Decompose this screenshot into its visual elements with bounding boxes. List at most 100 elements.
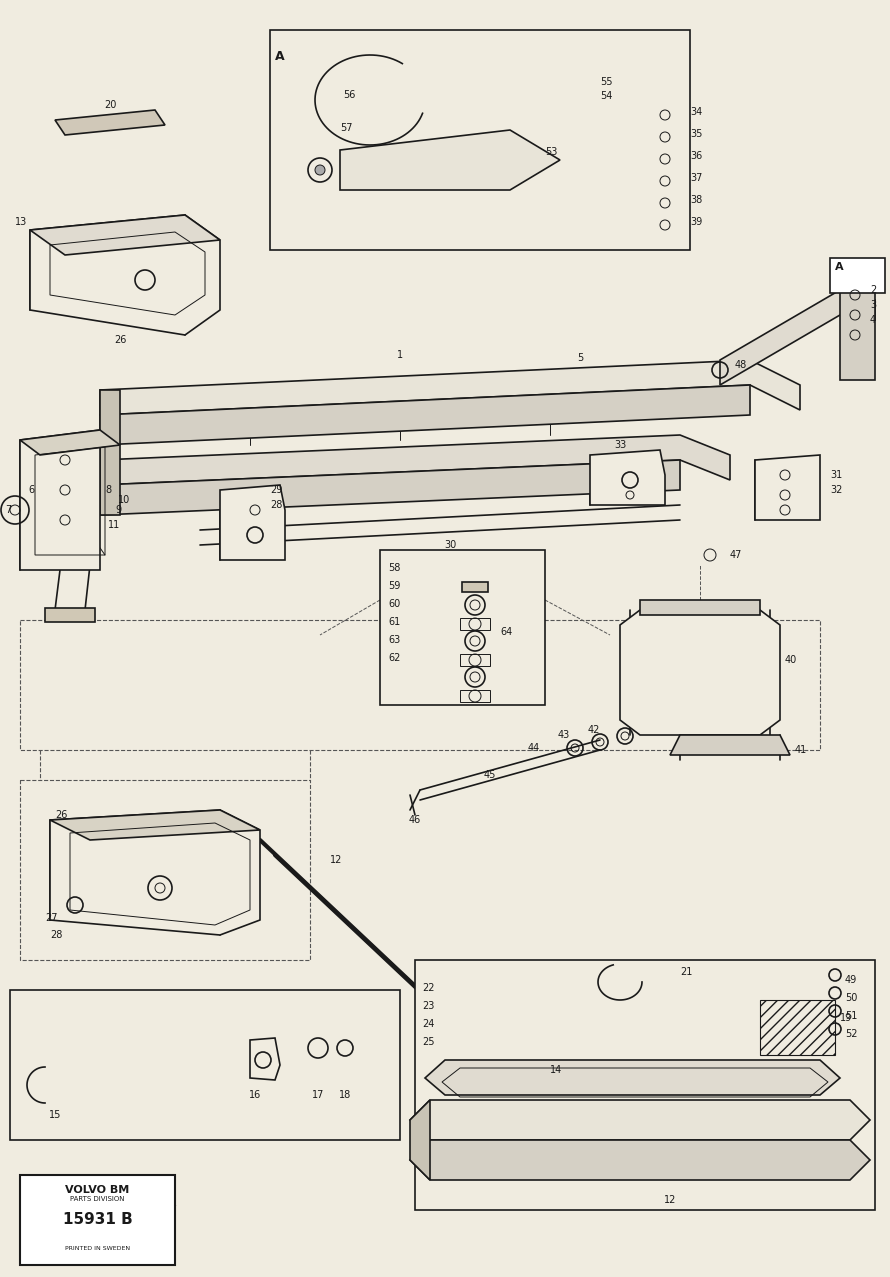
Text: 6: 6: [28, 485, 34, 495]
Polygon shape: [425, 1060, 840, 1094]
Text: 11: 11: [108, 520, 120, 530]
Text: 41: 41: [795, 744, 807, 755]
Text: 23: 23: [423, 1001, 435, 1011]
Polygon shape: [840, 266, 875, 381]
Text: 13: 13: [15, 217, 28, 227]
Text: PARTS DIVISION: PARTS DIVISION: [70, 1197, 125, 1202]
Text: 32: 32: [830, 485, 842, 495]
Polygon shape: [30, 215, 220, 335]
Text: PRINTED IN SWEDEN: PRINTED IN SWEDEN: [65, 1246, 130, 1251]
Polygon shape: [55, 110, 165, 135]
Polygon shape: [640, 600, 760, 616]
Text: 38: 38: [690, 195, 702, 206]
Text: 3: 3: [870, 300, 876, 310]
Polygon shape: [45, 608, 95, 622]
Text: 52: 52: [845, 1029, 857, 1039]
Polygon shape: [590, 450, 665, 504]
Text: 28: 28: [270, 501, 282, 510]
Text: 40: 40: [785, 655, 797, 665]
Polygon shape: [755, 455, 820, 520]
Polygon shape: [720, 290, 875, 384]
Polygon shape: [50, 810, 260, 935]
Text: 44: 44: [528, 743, 540, 753]
Text: 28: 28: [50, 930, 62, 940]
Text: 45: 45: [484, 770, 497, 780]
Polygon shape: [100, 384, 750, 444]
Text: 15931 B: 15931 B: [62, 1212, 133, 1226]
Text: A: A: [835, 262, 844, 272]
Text: 57: 57: [340, 123, 352, 133]
Bar: [415, 960, 875, 1211]
Text: 16: 16: [249, 1091, 261, 1099]
Polygon shape: [220, 485, 285, 561]
Bar: [830, 258, 885, 292]
Text: 19: 19: [840, 1013, 853, 1023]
Text: 62: 62: [388, 653, 401, 663]
Text: 12: 12: [664, 1195, 676, 1205]
Polygon shape: [462, 582, 488, 593]
Text: 34: 34: [690, 107, 702, 117]
Text: 4: 4: [870, 315, 876, 326]
Text: 14: 14: [550, 1065, 562, 1075]
Text: 63: 63: [388, 635, 401, 645]
Polygon shape: [250, 1038, 280, 1080]
Polygon shape: [50, 810, 260, 840]
Bar: [10, 990, 400, 1140]
Polygon shape: [100, 360, 800, 415]
Bar: [20, 1175, 175, 1266]
Text: 51: 51: [845, 1011, 857, 1022]
Text: 1: 1: [397, 350, 403, 360]
Text: 27: 27: [45, 913, 58, 923]
Text: 20: 20: [104, 100, 117, 110]
Text: 10: 10: [118, 495, 130, 504]
Polygon shape: [100, 435, 730, 485]
Text: 46: 46: [409, 815, 421, 825]
Text: 42: 42: [587, 725, 600, 736]
Text: 18: 18: [339, 1091, 352, 1099]
Polygon shape: [20, 430, 120, 455]
Text: 37: 37: [690, 172, 702, 183]
Text: 60: 60: [388, 599, 401, 609]
Polygon shape: [340, 130, 560, 190]
Text: 22: 22: [423, 983, 435, 994]
Polygon shape: [100, 460, 680, 515]
Text: 31: 31: [830, 470, 842, 480]
Text: 21: 21: [680, 967, 692, 977]
Text: 61: 61: [388, 617, 401, 627]
Polygon shape: [20, 430, 100, 570]
Text: 54: 54: [600, 91, 612, 101]
Text: 58: 58: [388, 563, 401, 573]
Text: 9: 9: [115, 504, 121, 515]
Bar: [270, 29, 690, 250]
Text: 43: 43: [558, 730, 570, 739]
Polygon shape: [30, 215, 220, 255]
Text: 47: 47: [730, 550, 742, 561]
Text: 7: 7: [5, 504, 12, 515]
Text: 39: 39: [690, 217, 702, 227]
Text: A: A: [275, 50, 285, 63]
Text: 24: 24: [423, 1019, 435, 1029]
Text: 56: 56: [343, 89, 355, 100]
Text: 36: 36: [690, 151, 702, 161]
Text: 50: 50: [845, 994, 857, 1002]
Text: 64: 64: [500, 627, 513, 637]
Polygon shape: [670, 736, 790, 755]
Polygon shape: [620, 610, 780, 736]
Text: 26: 26: [114, 335, 126, 345]
Text: 12: 12: [330, 856, 343, 865]
Bar: [760, 1000, 835, 1055]
Text: 35: 35: [690, 129, 702, 139]
Circle shape: [315, 165, 325, 175]
Text: VOLVO BM: VOLVO BM: [65, 1185, 130, 1195]
Text: 48: 48: [735, 360, 748, 370]
Text: 30: 30: [444, 540, 457, 550]
Text: 59: 59: [388, 581, 401, 591]
Text: 29: 29: [270, 485, 282, 495]
Text: 53: 53: [545, 147, 557, 157]
Polygon shape: [410, 1099, 870, 1140]
Text: 5: 5: [577, 352, 583, 363]
Text: 55: 55: [600, 77, 612, 87]
Text: 17: 17: [312, 1091, 324, 1099]
Polygon shape: [100, 389, 120, 515]
Text: 8: 8: [105, 485, 111, 495]
